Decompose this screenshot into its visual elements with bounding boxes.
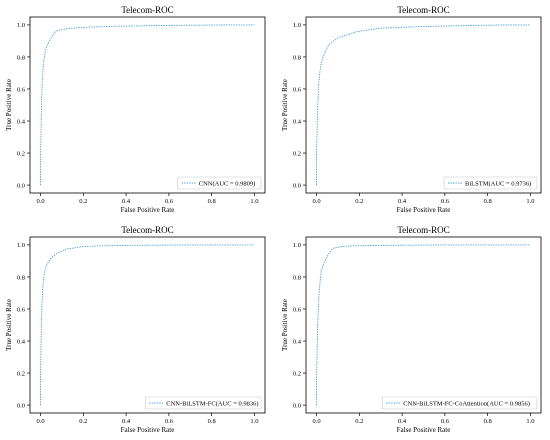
x-tick-label: 0.0 [37,198,45,205]
y-tick-label: 0.0 [17,402,25,409]
roc-curve [40,244,255,406]
y-tick-label: 0.2 [293,150,301,157]
legend-label: CNN(AUC = 0.9809) [199,180,256,187]
y-tick-label: 0.8 [293,54,301,61]
x-axis-label: False Positive Rate [121,206,175,214]
y-tick-label: 0.4 [17,338,26,345]
y-tick-label: 0.8 [17,54,25,61]
plot-frame [305,236,542,414]
legend-box [144,396,262,410]
y-tick-label: 0.2 [17,150,25,157]
y-tick-label: 1.0 [17,22,25,29]
legend: BiLSTM(AUC = 0.9736) [443,176,538,190]
x-tick-label: 1.0 [250,418,258,425]
x-tick-label: 0.6 [165,418,174,425]
y-tick-label: 1.0 [293,22,301,29]
legend-box [381,396,538,410]
y-axis-label: True Positive Rate [281,299,289,351]
y-axis-label: True Positive Rate [5,79,13,131]
x-tick-label: 0.2 [355,198,363,205]
y-tick-label: 1.0 [293,242,301,249]
legend-box [177,176,262,190]
legend-box [443,176,538,190]
x-tick-label: 0.0 [313,198,321,205]
x-tick-label: 0.8 [484,418,492,425]
chart-title: Telecom-ROC [121,225,173,235]
roc-curve [40,24,255,186]
y-tick-label: 0.4 [17,118,26,125]
x-tick-label: 1.0 [526,198,534,205]
chart-title: Telecom-ROC [397,225,449,235]
roc-panel-3: Telecom-ROC 0.0 0.2 0.4 0.6 0.8 1.0 0.0 0.2 0.4 0.… [5,225,266,434]
x-tick-label: 1.0 [250,198,258,205]
y-tick-label: 0.8 [293,274,301,281]
y-tick-label: 0.6 [17,306,26,313]
plot-frame [29,16,266,194]
x-tick-label: 0.4 [122,198,131,205]
x-axis-label: False Positive Rate [397,426,451,434]
x-tick-label: 0.0 [313,418,321,425]
x-tick-label: 1.0 [526,418,534,425]
legend: CNN-BiLSTM-FC-CoAttention(AUC = 0.9856) [381,396,538,410]
chart-title: Telecom-ROC [397,5,449,15]
legend-label: CNN-BiLSTM-FC(AUC = 0.9836) [166,400,258,407]
roc-panel-4: Telecom-ROC 0.0 0.2 0.4 0.6 0.8 1.0 0.0 0.2 0.4 0.… [281,225,542,434]
roc-curve [316,24,531,186]
roc-panel-2: Telecom-ROC 0.0 0.2 0.4 0.6 0.8 1.0 0.0 0.2 0.4 0.… [281,5,542,214]
x-tick-label: 0.8 [484,198,492,205]
x-tick-label: 0.6 [441,198,450,205]
y-tick-label: 0.2 [17,370,25,377]
y-tick-label: 0.0 [17,182,25,189]
legend: CNN-BiLSTM-FC(AUC = 0.9836) [144,396,262,410]
legend-label: CNN-BiLSTM-FC-CoAttention(AUC = 0.9856) [403,400,530,407]
legend-label: BiLSTM(AUC = 0.9736) [465,180,531,187]
plot-frame [29,236,266,414]
x-tick-label: 0.2 [355,418,363,425]
legend: CNN(AUC = 0.9809) [177,176,262,190]
y-tick-label: 0.0 [293,402,301,409]
x-tick-label: 0.0 [37,418,45,425]
x-tick-label: 0.8 [208,418,216,425]
x-axis-label: False Positive Rate [121,426,175,434]
roc-panel-1: Telecom-ROC 0.0 0.2 0.4 0.6 0.8 1.0 0.0 0.2 0.4 0.… [5,5,266,214]
x-axis-label: False Positive Rate [397,206,451,214]
chart-title: Telecom-ROC [121,5,173,15]
x-tick-label: 0.4 [398,198,407,205]
x-tick-label: 0.6 [441,418,450,425]
y-axis-label: True Positive Rate [5,299,13,351]
y-tick-label: 0.8 [17,274,25,281]
x-tick-label: 0.6 [165,198,174,205]
y-tick-label: 0.4 [293,118,302,125]
y-tick-label: 0.6 [17,86,26,93]
y-tick-label: 0.4 [293,338,302,345]
y-tick-label: 0.6 [293,86,302,93]
y-tick-label: 0.2 [293,370,301,377]
y-tick-label: 0.0 [293,182,301,189]
y-tick-label: 0.6 [293,306,302,313]
y-axis-label: True Positive Rate [281,79,289,131]
plot-frame [305,16,542,194]
x-tick-label: 0.8 [208,198,216,205]
x-tick-label: 0.2 [79,418,87,425]
y-tick-label: 1.0 [17,242,25,249]
x-tick-label: 0.4 [122,418,131,425]
x-tick-label: 0.4 [398,418,407,425]
x-tick-label: 0.2 [79,198,87,205]
roc-curve [316,244,531,406]
